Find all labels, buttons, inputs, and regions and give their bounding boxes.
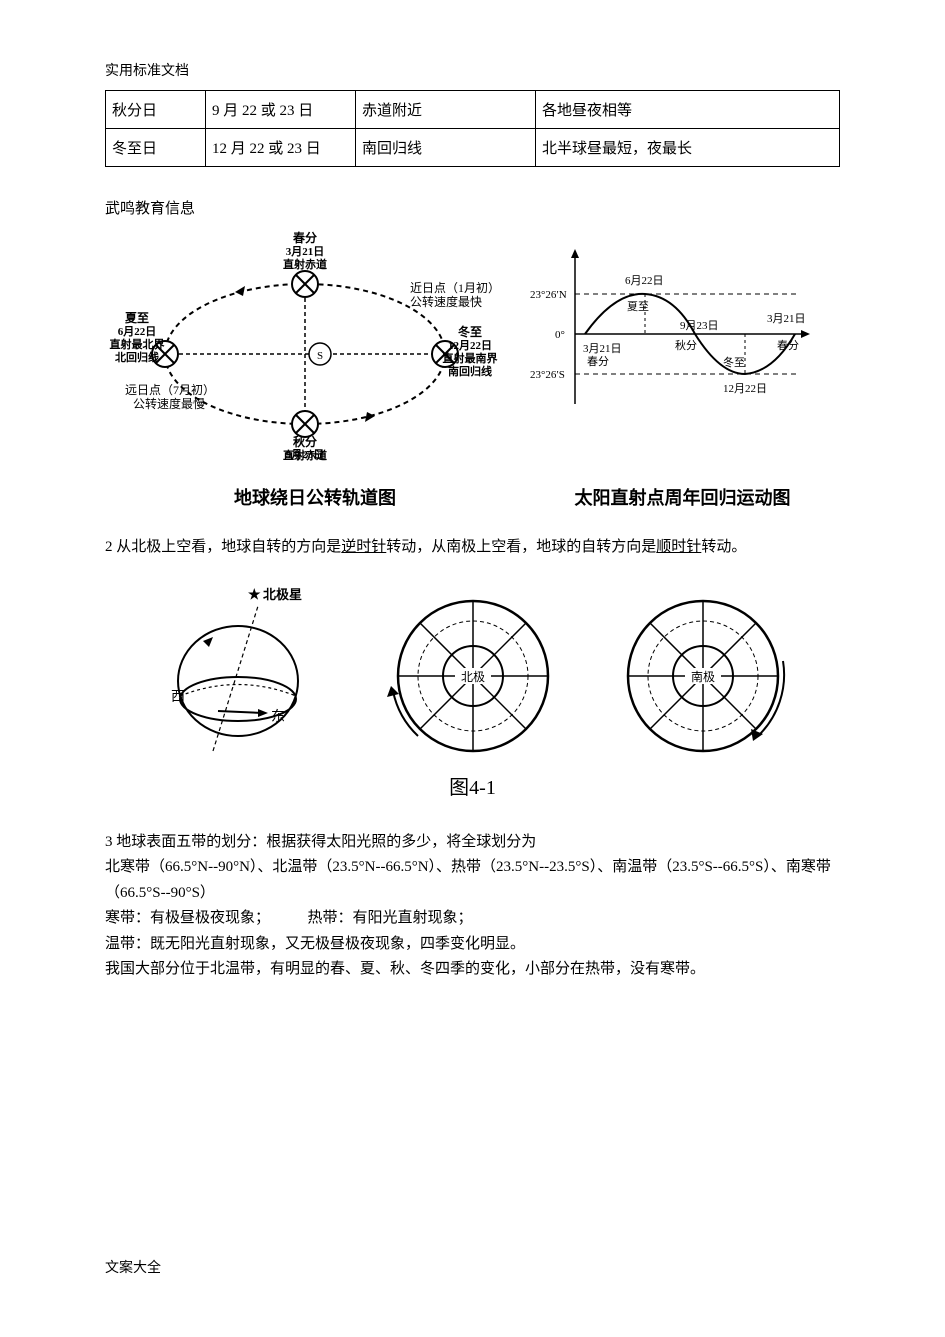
cell: 南回归线 (356, 129, 536, 167)
svg-text:23°26′S: 23°26′S (530, 369, 565, 381)
svg-text:北极: 北极 (460, 670, 484, 684)
text-line: 寒带：有极昼极夜现象； 热带：有阳光直射现象； (105, 906, 840, 932)
svg-text:西: 西 (171, 690, 185, 705)
svg-text:远日点（7月初）: 远日点（7月初） (125, 383, 215, 397)
svg-text:12月22日: 12月22日 (723, 383, 767, 395)
table-row: 秋分日 9 月 22 或 23 日 赤道附近 各地昼夜相等 (106, 91, 840, 129)
svg-text:23°26′N: 23°26′N (530, 289, 567, 301)
cell: 各地昼夜相等 (536, 91, 840, 129)
text-line: 温带：既无阳光直射现象，又无极昼极夜现象，四季变化明显。 (105, 932, 840, 958)
svg-text:秋分: 秋分 (293, 434, 317, 449)
figure-label: 图4-1 (105, 771, 840, 800)
doc-header: 实用标准文档 (105, 60, 840, 80)
svg-text:冬至: 冬至 (723, 355, 745, 369)
orbit-diagram: S (105, 224, 505, 464)
cell: 北半球昼最短，夜最长 (536, 129, 840, 167)
para-2: 2 从北极上空看，地球自转的方向是逆时针转动，从南极上空看，地球的自转方向是顺时… (105, 535, 840, 561)
rotation-diagrams: ★ 北极星 西 东 北极 (105, 581, 840, 761)
cell: 冬至日 (106, 129, 206, 167)
underline-cw: 顺时针 (656, 539, 701, 555)
svg-text:南极: 南极 (690, 669, 714, 684)
globe-diagram: ★ 北极星 西 东 (143, 581, 343, 761)
text: 转动。 (701, 539, 746, 555)
svg-text:北回归线: 北回归线 (115, 350, 159, 364)
sunpath-title: 太阳直射点周年回归运动图 (525, 484, 840, 510)
cell: 9 月 22 或 23 日 (206, 91, 356, 129)
text-line: 3 地球表面五带的划分：根据获得太阳光照的多少，将全球划分为 (105, 830, 840, 856)
info-source-label: 武鸣教育信息 (105, 197, 840, 218)
svg-text:春分: 春分 (292, 230, 317, 245)
earth-spring-icon (292, 271, 318, 297)
svg-text:3月21日: 3月21日 (583, 343, 622, 355)
south-pole-diagram: 南极 (603, 581, 803, 761)
cell: 12 月 22 或 23 日 (206, 129, 356, 167)
svg-text:S: S (317, 350, 323, 362)
text-line: 北寒带（66.5°N--90°N）、北温带（23.5°N--66.5°N）、热带… (105, 855, 840, 906)
svg-text:12月22日: 12月22日 (448, 339, 492, 352)
svg-text:直射赤道: 直射赤道 (283, 257, 327, 271)
sun-path-diagram: 23°26′N 0° 23°26′S 6月22日 夏至 9月23日 秋分 3月2… (525, 244, 815, 424)
text-line: 我国大部分位于北温带，有明显的春、夏、秋、冬四季的变化，小部分在热带，没有寒带。 (105, 957, 840, 983)
svg-text:★: ★ (248, 587, 261, 603)
svg-text:3月21日: 3月21日 (286, 245, 325, 258)
text: 2 从北极上空看，地球自转的方向是 (105, 539, 341, 555)
cell: 秋分日 (106, 91, 206, 129)
earth-autumn-icon (292, 411, 318, 437)
svg-text:北极星: 北极星 (263, 587, 302, 602)
svg-text:3月21日: 3月21日 (767, 313, 806, 325)
svg-text:南回归线: 南回归线 (448, 364, 492, 378)
svg-text:夏至: 夏至 (627, 300, 649, 313)
svg-text:冬至: 冬至 (458, 324, 482, 339)
svg-text:公转速度最快: 公转速度最快 (410, 294, 482, 309)
north-pole-diagram: 北极 (373, 581, 573, 761)
svg-text:直射赤道: 直射赤道 (283, 448, 327, 462)
diagram-row: S (105, 224, 840, 464)
svg-text:夏至: 夏至 (125, 311, 149, 325)
svg-text:6月22日: 6月22日 (625, 275, 664, 287)
solar-terms-table: 秋分日 9 月 22 或 23 日 赤道附近 各地昼夜相等 冬至日 12 月 2… (105, 90, 840, 167)
orbit-title: 地球绕日公转轨道图 (105, 484, 525, 510)
svg-text:直射最南界: 直射最南界 (443, 351, 498, 365)
para-3: 3 地球表面五带的划分：根据获得太阳光照的多少，将全球划分为 北寒带（66.5°… (105, 830, 840, 983)
svg-text:近日点（1月初）: 近日点（1月初） (410, 281, 500, 295)
diagram-titles: 地球绕日公转轨道图 太阳直射点周年回归运动图 (105, 484, 840, 510)
svg-text:0°: 0° (555, 329, 565, 341)
svg-text:东: 东 (271, 709, 285, 725)
svg-text:春分: 春分 (587, 355, 609, 368)
svg-text:春分: 春分 (777, 339, 799, 352)
doc-footer: 文案大全 (105, 1257, 161, 1277)
underline-ccw: 逆时针 (341, 539, 386, 555)
svg-text:公转速度最慢: 公转速度最慢 (133, 396, 205, 411)
svg-text:6月22日: 6月22日 (118, 325, 157, 338)
cell: 赤道附近 (356, 91, 536, 129)
svg-text:直射最北界: 直射最北界 (110, 337, 165, 351)
table-row: 冬至日 12 月 22 或 23 日 南回归线 北半球昼最短，夜最长 (106, 129, 840, 167)
svg-text:9月23日: 9月23日 (680, 320, 719, 332)
svg-text:秋分: 秋分 (675, 338, 697, 352)
text: 转动，从南极上空看，地球的自转方向是 (386, 539, 656, 555)
